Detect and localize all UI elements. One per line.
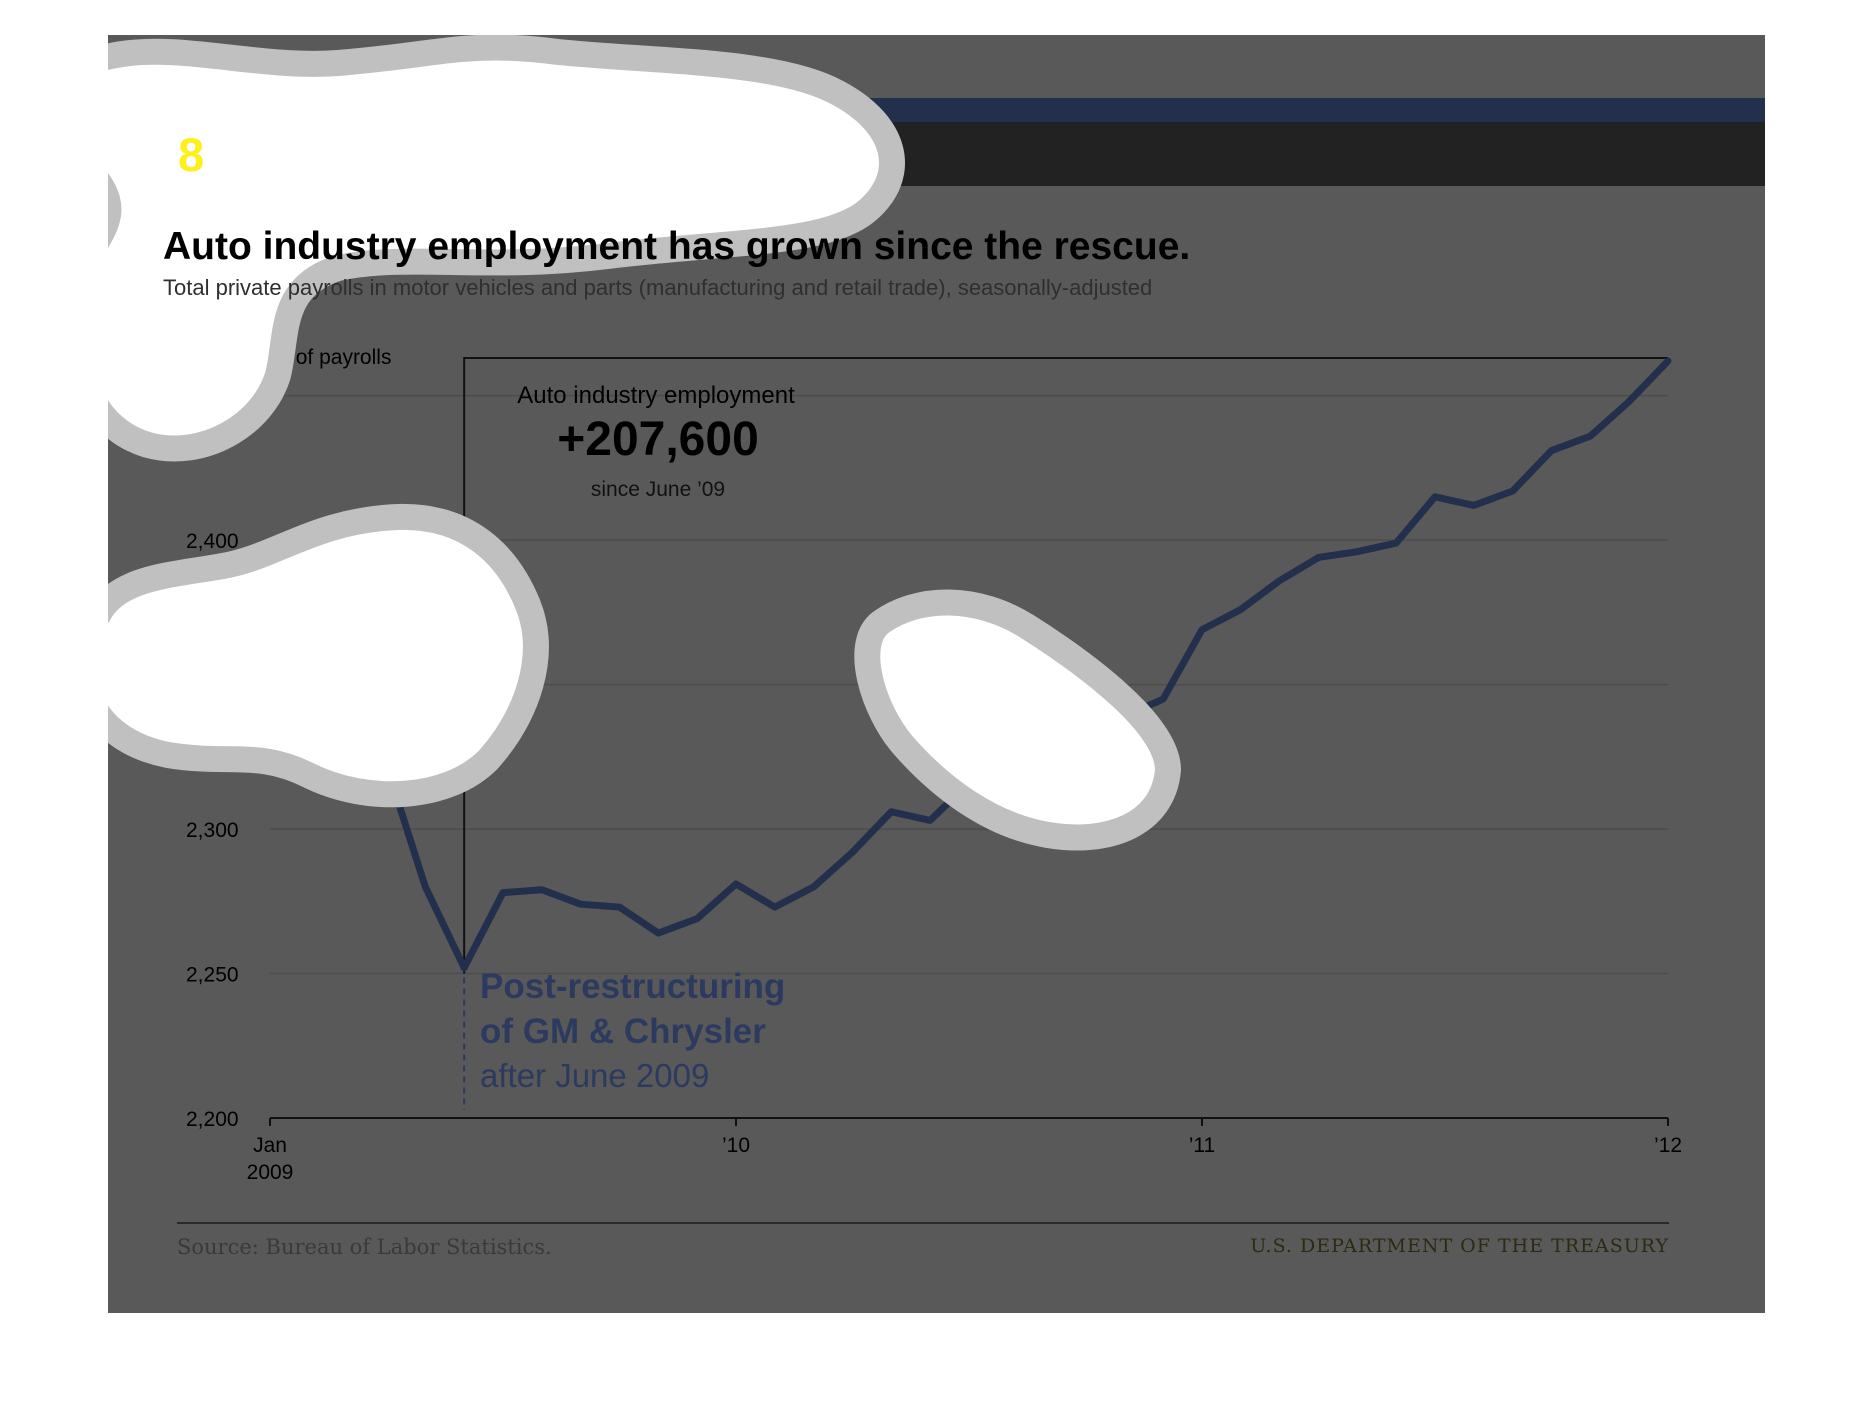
data-point xyxy=(1471,503,1476,508)
x-tick-label: ’12 xyxy=(1654,1134,1682,1157)
slide: 2,2002,2502,3002,3502,4002,450Thousands … xyxy=(108,35,1765,1313)
data-point xyxy=(1277,578,1282,583)
data-point xyxy=(578,902,583,907)
data-point xyxy=(1433,494,1437,499)
footer-rule xyxy=(177,1222,1669,1224)
data-point xyxy=(1510,489,1515,494)
y-tick-label: 2,400 xyxy=(186,530,239,553)
data-point xyxy=(539,887,544,892)
data-point xyxy=(1161,697,1166,702)
data-point xyxy=(811,884,816,889)
y-tick-label: 2,250 xyxy=(186,964,239,987)
x-tick-label-year: 2009 xyxy=(247,1161,294,1184)
blob-left xyxy=(108,503,549,808)
data-point xyxy=(928,818,933,823)
source-note: Source: Bureau of Labor Statistics. xyxy=(177,1235,552,1259)
obstruction-blobs xyxy=(108,35,1181,851)
data-point xyxy=(656,931,661,936)
data-point xyxy=(423,884,428,889)
annotation-line-3: after June 2009 xyxy=(480,1057,709,1094)
y-tick-label: 2,200 xyxy=(186,1108,239,1131)
x-tick-label: ’10 xyxy=(722,1134,750,1157)
headline: Auto industry employment has grown since… xyxy=(163,225,1191,268)
data-point xyxy=(1238,607,1243,612)
restructuring-annotation: Post-restructuring of GM & Chrysler afte… xyxy=(480,967,785,1094)
blob-header xyxy=(108,35,905,462)
callout-label: Auto industry employment xyxy=(517,382,795,409)
agency-name: U.S. DEPARTMENT OF THE TREASURY xyxy=(1250,1235,1669,1257)
data-point xyxy=(1394,541,1399,546)
data-point xyxy=(617,905,622,910)
slide-title: 8 The Auto Industry xyxy=(178,127,651,183)
data-point xyxy=(501,890,505,895)
data-point xyxy=(734,881,738,886)
data-point xyxy=(1355,549,1360,554)
data-point xyxy=(1200,627,1204,632)
x-tick-label: ’11 xyxy=(1189,1134,1215,1157)
data-point xyxy=(1316,555,1321,560)
data-point xyxy=(850,850,855,855)
callout-since: since June ’09 xyxy=(591,478,725,501)
data-point xyxy=(462,965,467,970)
slide-number: 8 xyxy=(178,128,205,181)
section-label: Crisis Response xyxy=(180,101,314,120)
data-point xyxy=(1627,399,1632,404)
data-point xyxy=(772,905,777,910)
x-tick-label: Jan xyxy=(253,1134,287,1157)
data-point xyxy=(1549,448,1554,453)
data-point xyxy=(1666,359,1670,363)
annotation-line-2: of GM & Chrysler xyxy=(480,1012,766,1051)
annotation-line-1: Post-restructuring xyxy=(480,967,785,1006)
callout-box: Auto industry employment +207,600 since … xyxy=(517,382,795,501)
blob-mid xyxy=(854,589,1181,851)
data-point xyxy=(1588,434,1593,439)
data-point xyxy=(889,809,894,814)
data-point xyxy=(695,916,700,921)
slide-title-text: The Auto Industry xyxy=(219,128,652,183)
y-tick-label: 2,300 xyxy=(186,819,239,842)
callout-value: +207,600 xyxy=(557,413,759,466)
subtitle: Total private payrolls in motor vehicles… xyxy=(163,275,1153,300)
